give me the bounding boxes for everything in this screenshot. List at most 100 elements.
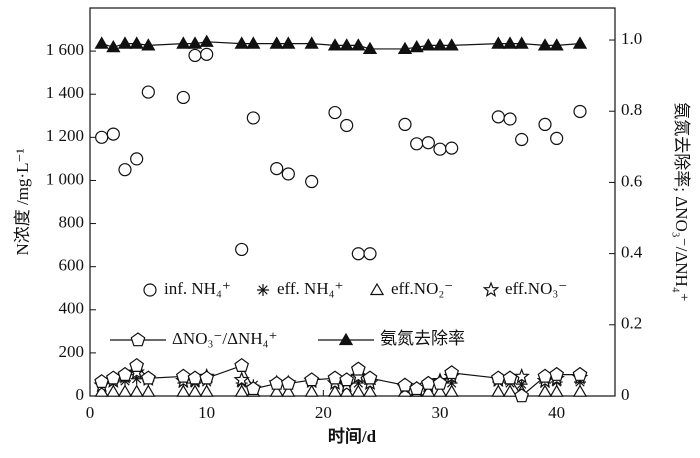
marker (572, 36, 588, 49)
marker (572, 384, 588, 397)
marker (503, 112, 517, 126)
marker (362, 370, 378, 385)
marker (187, 36, 203, 49)
marker (514, 36, 529, 49)
y-axis-label: N浓度 /mg·L⁻¹ (13, 148, 32, 255)
y-tick-label: 0 (76, 385, 85, 404)
marker (338, 332, 354, 346)
marker (339, 372, 355, 387)
x-tick-label: 0 (86, 403, 95, 422)
y-tick-label: 800 (59, 212, 85, 231)
marker (269, 36, 284, 49)
marker (234, 357, 250, 372)
marker (176, 36, 191, 49)
marker (502, 384, 518, 397)
marker (328, 105, 342, 120)
series (94, 357, 588, 403)
marker (304, 36, 319, 49)
marker (537, 384, 553, 397)
series (94, 34, 588, 55)
marker (281, 384, 296, 397)
marker (514, 388, 530, 403)
marker (94, 36, 109, 49)
x-tick-label: 30 (432, 403, 449, 422)
marker (445, 141, 459, 155)
marker (305, 174, 319, 189)
marker (573, 104, 587, 119)
marker (176, 90, 190, 105)
marker (199, 384, 214, 397)
legend-item: inf. NH₄⁺ (143, 279, 231, 298)
marker (304, 384, 319, 397)
marker (130, 152, 144, 166)
marker (235, 242, 249, 257)
marker (362, 41, 378, 55)
y-tick-label: 1 400 (46, 83, 84, 102)
marker (550, 131, 564, 146)
marker (398, 117, 412, 132)
legend-item: 氨氮去除率 (318, 329, 465, 348)
y2-tick-label: 0 (621, 385, 630, 404)
y2-tick-label: 1.0 (621, 29, 642, 48)
marker (257, 284, 269, 296)
marker (106, 39, 121, 53)
marker (246, 36, 261, 49)
marker (327, 38, 343, 51)
marker (281, 167, 295, 181)
marker (199, 34, 214, 47)
marker (502, 36, 518, 49)
marker (340, 118, 354, 133)
legend-item: eff. NH₄⁺ (257, 279, 344, 298)
marker (549, 366, 565, 381)
marker (118, 163, 132, 177)
marker (537, 38, 553, 51)
marker (117, 36, 133, 49)
y-tick-label: 1 000 (46, 169, 84, 188)
marker (502, 370, 518, 385)
marker (572, 366, 588, 381)
marker (444, 38, 459, 51)
marker (339, 384, 354, 397)
marker (129, 384, 144, 397)
marker (176, 384, 191, 397)
legend-label: inf. NH₄⁺ (164, 279, 231, 298)
marker (188, 48, 202, 63)
y2-tick-label: 0.2 (621, 314, 642, 333)
marker (351, 384, 366, 397)
marker (175, 368, 191, 383)
marker (270, 161, 284, 176)
marker (280, 375, 296, 390)
marker (574, 375, 586, 388)
marker (490, 370, 506, 385)
y-tick-label: 200 (59, 342, 85, 361)
marker (410, 137, 424, 151)
marker (327, 370, 343, 385)
marker (491, 36, 506, 49)
marker (421, 136, 435, 150)
marker (117, 366, 133, 381)
marker (409, 39, 424, 53)
legend-label: eff.NO₂⁻ (391, 279, 453, 298)
marker (327, 384, 343, 397)
marker (549, 384, 564, 397)
x-axis-label: 时间/d (328, 426, 377, 446)
marker (106, 384, 121, 397)
marker (233, 371, 250, 387)
marker (143, 283, 157, 297)
marker (281, 36, 296, 49)
marker (140, 370, 156, 385)
y2-tick-label: 0.8 (621, 100, 642, 119)
marker (94, 384, 109, 397)
y-tick-label: 1 200 (46, 126, 84, 145)
marker (352, 377, 365, 390)
marker (141, 38, 156, 51)
marker (269, 384, 284, 397)
marker (117, 384, 133, 397)
x-tick-label: 20 (315, 403, 332, 422)
marker (363, 247, 377, 261)
marker (549, 38, 564, 51)
marker (129, 36, 144, 49)
marker (397, 41, 413, 55)
marker (432, 384, 448, 397)
